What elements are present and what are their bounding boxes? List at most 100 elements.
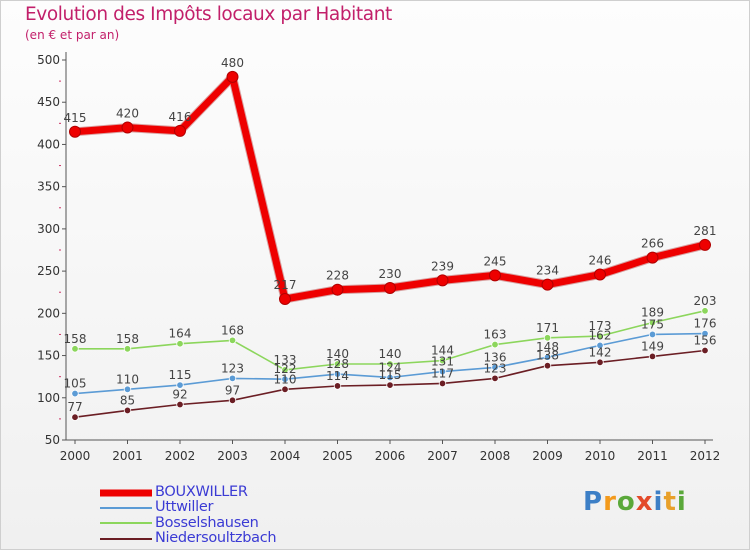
data-label: 164 — [169, 327, 192, 341]
legend-swatch — [100, 537, 152, 540]
data-label: 415 — [64, 111, 87, 125]
legend-label: BOUXWILLER — [155, 484, 248, 500]
x-tick-label: 2009 — [532, 449, 563, 463]
data-label: 163 — [484, 328, 507, 342]
data-point — [491, 340, 499, 349]
data-point — [384, 282, 396, 294]
x-tick-label: 2006 — [375, 449, 406, 463]
data-label: 203 — [694, 294, 717, 308]
chart-subtitle: (en € et par an) — [25, 28, 120, 42]
data-label: 142 — [589, 345, 612, 359]
logo-letter: P — [583, 487, 604, 517]
data-label: 420 — [116, 107, 139, 121]
data-label: 217 — [274, 278, 297, 292]
data-label: 176 — [694, 317, 717, 331]
x-tick-label: 2000 — [60, 449, 91, 463]
data-point — [491, 363, 499, 372]
y-tick-label: 300 — [37, 222, 60, 236]
data-label: 480 — [221, 56, 244, 70]
x-tick-label: 2002 — [165, 449, 196, 463]
data-point — [71, 345, 79, 353]
data-point — [646, 251, 659, 264]
data-label: 122 — [274, 362, 297, 376]
data-label: 138 — [536, 349, 559, 363]
data-label: 168 — [221, 323, 244, 337]
data-label: 144 — [431, 344, 454, 358]
data-point — [543, 334, 552, 342]
data-label: 114 — [326, 369, 349, 383]
x-tick-label: 2001 — [112, 449, 143, 463]
legend-label: Bosselshausen — [155, 514, 259, 531]
chart-title: Evolution des Impôts locaux par Habitant — [25, 4, 392, 25]
y-tick-label: 250 — [37, 264, 60, 278]
data-point — [176, 340, 184, 348]
logo-letter: x — [635, 487, 654, 517]
data-point — [279, 292, 291, 305]
data-label: 115 — [169, 368, 192, 382]
logo-letter: i — [653, 487, 664, 517]
data-point — [71, 413, 79, 421]
data-point — [123, 345, 132, 353]
data-point — [176, 381, 184, 389]
data-point — [386, 360, 394, 368]
data-label: 173 — [589, 319, 612, 333]
y-tick-label: 100 — [37, 391, 60, 405]
data-point — [228, 396, 237, 405]
data-label: 230 — [379, 267, 402, 281]
y-tick-label: 350 — [37, 180, 60, 194]
data-point — [596, 332, 604, 340]
data-point — [543, 353, 552, 361]
data-label: 85 — [120, 393, 135, 407]
data-point — [386, 381, 394, 389]
data-label: 148 — [536, 340, 559, 354]
data-label: 117 — [431, 366, 454, 380]
data-label: 110 — [116, 372, 139, 386]
y-tick-label: 400 — [37, 137, 60, 151]
data-point — [333, 360, 342, 368]
data-point — [596, 358, 604, 367]
data-label: 133 — [274, 353, 297, 367]
data-point — [436, 274, 449, 287]
data-label: 158 — [64, 332, 87, 346]
x-tick-label: 2012 — [690, 449, 721, 463]
data-point — [701, 307, 709, 315]
data-label: 162 — [589, 328, 612, 342]
data-label: 228 — [326, 269, 349, 283]
data-label: 175 — [641, 317, 664, 331]
y-tick-label: 200 — [37, 306, 60, 320]
data-point — [281, 366, 289, 374]
data-point — [489, 269, 501, 282]
data-label: 246 — [589, 253, 612, 267]
data-label: 149 — [641, 339, 664, 353]
legend-swatch — [100, 522, 152, 525]
data-label: 158 — [116, 332, 139, 346]
data-label: 77 — [67, 400, 82, 414]
data-point — [176, 400, 184, 409]
x-tick-label: 2008 — [480, 449, 511, 463]
y-tick-label: 450 — [37, 95, 60, 109]
data-point — [594, 268, 606, 281]
data-point — [174, 124, 186, 137]
data-label: 92 — [172, 388, 187, 402]
data-point — [281, 385, 289, 394]
x-tick-label: 2004 — [270, 449, 301, 463]
data-point — [596, 341, 604, 350]
y-tick-label: 50 — [45, 433, 60, 447]
data-point — [648, 352, 657, 361]
proxiti-logo: Proxiti — [583, 487, 687, 517]
legend-label: Niedersoultzbach — [155, 529, 277, 546]
data-point — [541, 278, 554, 291]
y-tick-label: 500 — [37, 53, 60, 67]
data-point — [228, 336, 237, 345]
data-label: 234 — [536, 264, 559, 278]
data-label: 105 — [64, 377, 87, 391]
data-point — [69, 125, 81, 138]
data-label: 128 — [326, 357, 349, 371]
x-tick-label: 2010 — [585, 449, 616, 463]
data-point — [121, 121, 134, 134]
data-point — [228, 374, 237, 383]
x-tick-label: 2007 — [427, 449, 458, 463]
data-label: 156 — [694, 333, 717, 347]
